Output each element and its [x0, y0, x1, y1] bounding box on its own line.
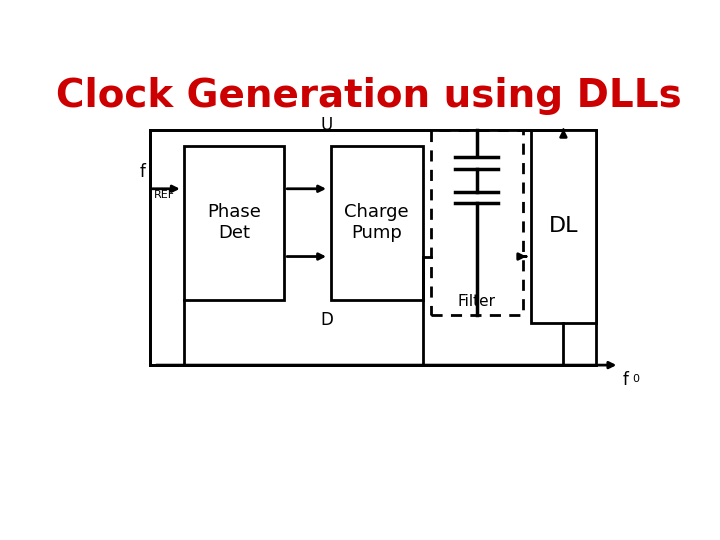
Text: f: f	[140, 163, 145, 181]
Text: Phase
Det: Phase Det	[207, 203, 261, 242]
Text: D: D	[320, 311, 333, 329]
Bar	[184, 146, 284, 300]
Bar	[531, 130, 596, 323]
Bar	[150, 130, 596, 365]
Text: 0: 0	[632, 374, 639, 384]
Bar	[330, 146, 423, 300]
Text: Charge
Pump: Charge Pump	[344, 203, 409, 242]
Text: DL: DL	[549, 217, 578, 237]
Text: Clock Generation using DLLs: Clock Generation using DLLs	[56, 77, 682, 114]
Text: U: U	[320, 116, 333, 134]
Bar	[431, 130, 523, 315]
Text: f: f	[623, 372, 629, 389]
Text: REF: REF	[153, 190, 174, 200]
Text: Filter: Filter	[458, 294, 496, 309]
